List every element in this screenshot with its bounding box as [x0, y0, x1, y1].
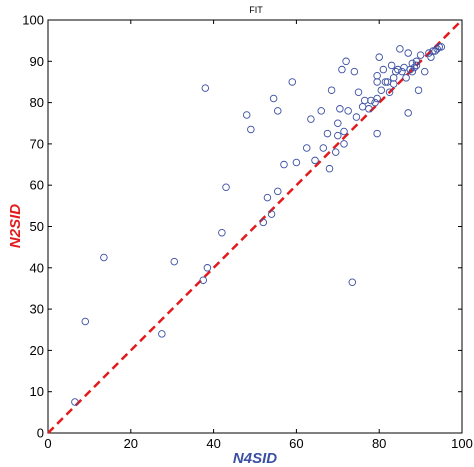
x-tick-label: 0 — [44, 436, 51, 451]
data-point — [81, 317, 90, 326]
data-point — [288, 78, 297, 86]
y-tick-label: 80 — [30, 95, 44, 110]
tick-labels: 0 20 40 60 80 100 0 10 20 30 40 50 60 70 80 90 100 — [22, 13, 473, 452]
chart-title: FIT — [249, 5, 263, 15]
data-point — [274, 107, 282, 115]
y-axis-label: N2SID — [7, 204, 24, 248]
data-point — [385, 88, 394, 97]
data-point — [412, 61, 421, 70]
data-point — [259, 218, 268, 227]
y-tick-label: 20 — [30, 343, 44, 358]
data-point — [319, 144, 328, 152]
data-point — [354, 88, 363, 97]
data-point — [398, 67, 406, 76]
data-point — [336, 105, 344, 113]
data-point — [263, 193, 272, 202]
reference-line — [47, 19, 463, 434]
data-point — [437, 43, 446, 51]
data-point — [222, 183, 230, 192]
data-point — [303, 144, 311, 152]
data-point — [340, 140, 348, 148]
data-point — [242, 111, 251, 119]
data-point — [373, 129, 381, 138]
data-point — [323, 129, 332, 138]
data-point — [431, 47, 439, 55]
data-point — [396, 45, 404, 53]
data-point — [199, 276, 207, 284]
x-tick-label: 100 — [451, 436, 473, 451]
data-point — [420, 67, 429, 76]
data-point — [100, 253, 108, 262]
y-tick-label: 60 — [30, 178, 44, 193]
x-axis-label: N4SID — [233, 450, 277, 467]
data-point — [307, 115, 315, 123]
data-point — [412, 57, 421, 66]
data-point — [334, 131, 342, 140]
data-point — [344, 107, 352, 115]
data-point — [170, 257, 179, 266]
data-point — [404, 49, 412, 57]
data-point — [338, 65, 346, 74]
y-tick-label: 30 — [30, 302, 44, 317]
data-point — [404, 109, 412, 117]
y-tick-label: 100 — [22, 13, 44, 28]
data-point — [414, 86, 423, 94]
data-point — [348, 278, 357, 287]
data-point — [317, 107, 325, 115]
data-point — [201, 84, 210, 92]
x-tick-label: 60 — [289, 436, 303, 451]
axis-ticks — [47, 19, 463, 434]
data-point — [408, 67, 417, 76]
data-point — [327, 86, 336, 94]
data-point — [416, 51, 425, 59]
data-point — [379, 65, 388, 74]
data-point — [402, 74, 410, 82]
data-point — [340, 127, 348, 136]
data-point — [247, 125, 255, 134]
data-point — [269, 94, 278, 103]
data-point — [71, 398, 79, 406]
x-tick-label: 40 — [206, 436, 220, 451]
data-point — [334, 119, 342, 127]
data-point — [381, 78, 390, 86]
y-tick-label: 0 — [37, 426, 44, 441]
data-point — [292, 158, 301, 167]
data-point — [375, 53, 383, 61]
data-point — [429, 47, 437, 55]
data-point — [435, 43, 443, 51]
data-point — [387, 61, 396, 70]
data-point — [218, 228, 226, 237]
x-tick-label: 20 — [124, 436, 138, 451]
data-point — [350, 67, 359, 76]
data-point — [311, 156, 319, 165]
y-tick-label: 90 — [30, 54, 44, 69]
data-point — [373, 72, 381, 80]
y-tick-label: 40 — [30, 260, 44, 275]
data-point — [342, 57, 350, 66]
data-point — [280, 160, 288, 169]
data-point — [325, 164, 334, 173]
y-tick-label: 50 — [30, 219, 44, 234]
data-point — [433, 45, 441, 53]
data-point — [408, 59, 417, 68]
data-point — [274, 187, 282, 196]
x-tick-label: 80 — [372, 436, 386, 451]
data-point — [352, 113, 361, 121]
data-points — [71, 43, 446, 406]
data-point — [203, 264, 212, 272]
data-point — [158, 330, 166, 338]
data-point — [371, 98, 379, 107]
data-point — [377, 86, 386, 94]
y-tick-label: 10 — [30, 384, 44, 399]
data-point — [267, 210, 276, 218]
data-point — [373, 94, 381, 103]
data-point — [365, 105, 373, 113]
y-tick-label: 70 — [30, 136, 44, 151]
data-point — [331, 148, 340, 156]
